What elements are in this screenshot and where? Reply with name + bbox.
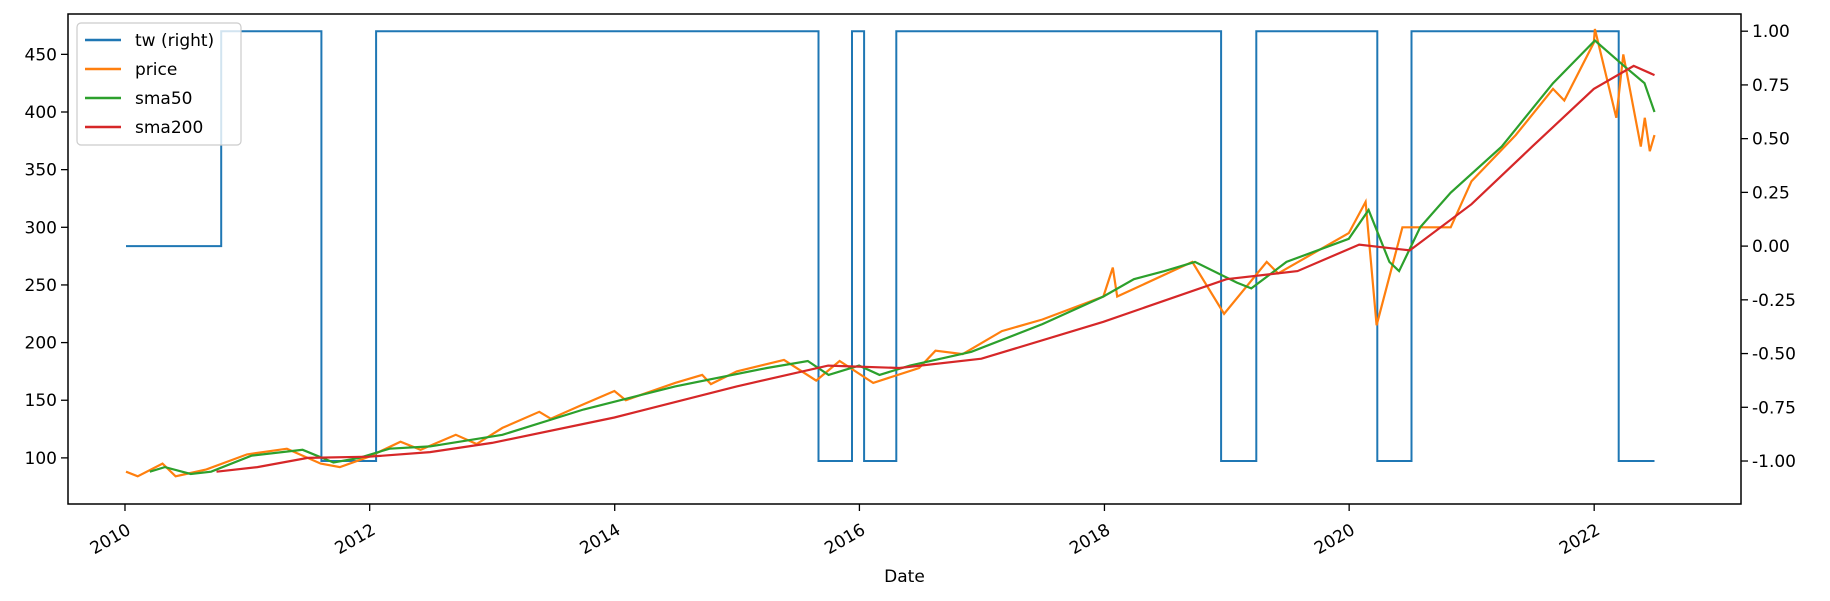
- x-tick-label: 2014: [577, 520, 624, 559]
- y-left-tick-label: 250: [25, 276, 57, 296]
- y-right-tick-label: 1.00: [1752, 22, 1790, 42]
- x-tick-label: 2012: [332, 520, 379, 559]
- y-left-tick-label: 400: [25, 103, 57, 123]
- legend-label: sma200: [135, 118, 203, 138]
- y-left-tick-label: 100: [25, 449, 57, 469]
- legend-label: tw (right): [135, 31, 214, 51]
- y-axis-right: -1.00 -0.75 -0.50 -0.25 0.00 0.25 0.50 0.75 1.00: [1741, 22, 1796, 472]
- x-tick-label: 2018: [1066, 520, 1113, 559]
- y-right-tick-label: -1.00: [1752, 452, 1796, 472]
- y-right-tick-label: 0.50: [1752, 130, 1790, 150]
- y-left-tick-label: 150: [25, 391, 57, 411]
- y-right-tick-label: 0.75: [1752, 76, 1790, 96]
- y-left-tick-label: 350: [25, 161, 57, 181]
- y-left-tick-label: 300: [25, 218, 57, 238]
- axes-frame: [67, 13, 1742, 505]
- legend-label: price: [135, 60, 177, 80]
- legend-label: sma50: [135, 89, 192, 109]
- series-line-sma50: [149, 38, 1656, 476]
- x-axis: 2010 2012 2014 2016 2018 2020 2022: [87, 504, 1604, 559]
- series-line-sma200: [216, 64, 1655, 473]
- y-right-tick-label: -0.50: [1752, 345, 1796, 365]
- y-left-tick-label: 450: [25, 45, 57, 65]
- x-tick-label: 2020: [1311, 520, 1358, 559]
- y-axis-left: 100 150 200 250 300 350 400 450: [25, 45, 68, 469]
- series-line-price: [125, 28, 1656, 478]
- plot-area: [125, 28, 1656, 478]
- series-line-tw-right-: [126, 30, 1655, 462]
- legend-box: [76, 22, 242, 146]
- y-right-tick-label: 0.00: [1752, 237, 1790, 257]
- y-right-tick-label: -0.25: [1752, 291, 1796, 311]
- x-tick-label: 2016: [821, 520, 868, 559]
- x-axis-title: Date: [884, 567, 925, 587]
- y-left-tick-label: 200: [25, 334, 57, 354]
- y-right-tick-label: 0.25: [1752, 183, 1790, 203]
- x-tick-label: 2010: [87, 520, 134, 559]
- x-tick-label: 2022: [1556, 520, 1603, 559]
- y-right-tick-label: -0.75: [1752, 398, 1796, 418]
- legend: tw (right) price sma50 sma200: [76, 22, 242, 146]
